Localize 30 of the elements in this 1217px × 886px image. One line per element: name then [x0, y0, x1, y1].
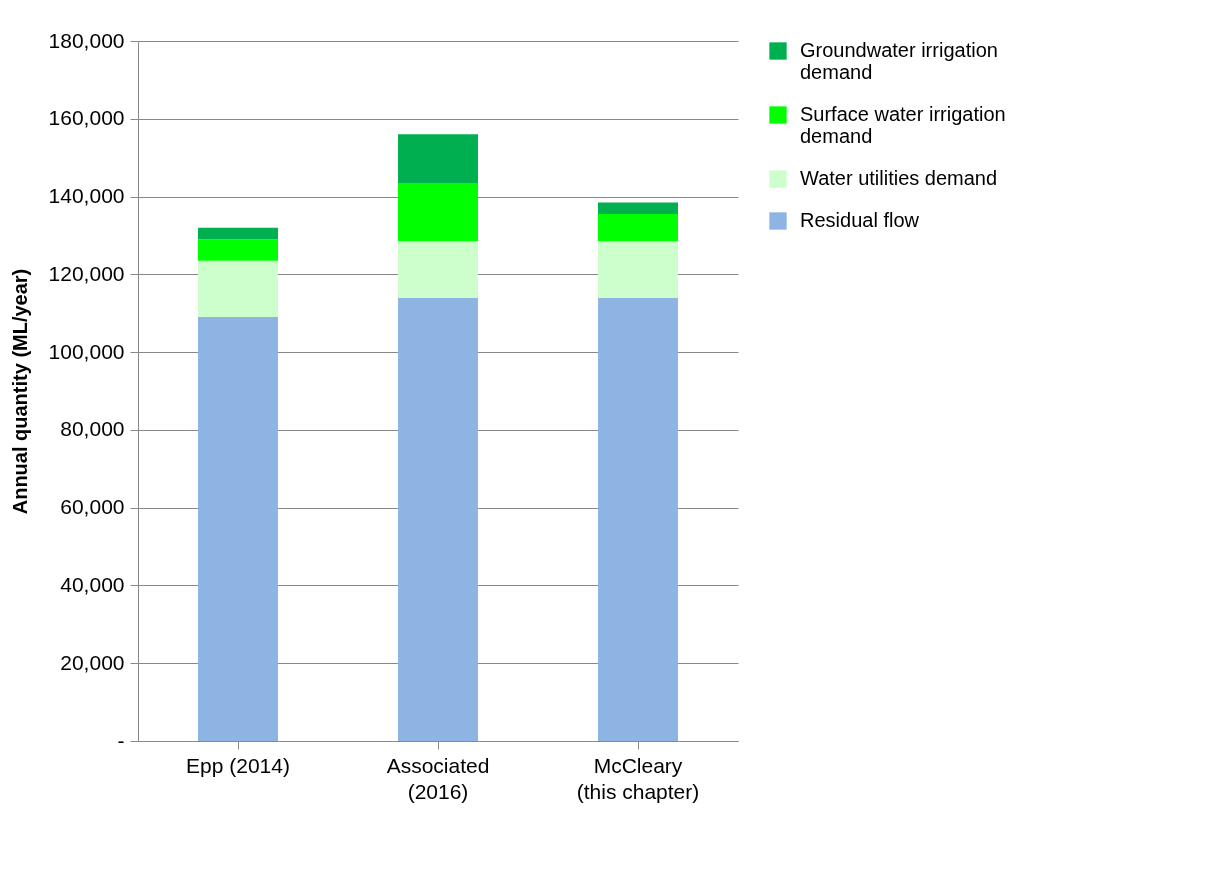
y-tick-label: -: [117, 728, 125, 752]
x-tick-label: Epp (2014): [186, 753, 290, 777]
bar: [398, 134, 478, 183]
x-tick-label: Associated (2016): [386, 753, 490, 803]
bar: [598, 214, 678, 242]
legend-label: Groundwater irrigation demand: [800, 39, 998, 83]
bar: [198, 239, 278, 261]
y-tick-label: 140,000: [48, 184, 125, 208]
y-tick-label: 180,000: [48, 28, 125, 52]
y-tick-label: 40,000: [60, 572, 125, 596]
bar: [198, 227, 278, 240]
bar: [598, 202, 678, 215]
y-tick-label: 160,000: [48, 106, 125, 130]
y-tick-label: 20,000: [60, 650, 125, 674]
bar: [598, 297, 678, 741]
bar: [398, 241, 478, 298]
y-tick-label: 100,000: [48, 339, 125, 363]
y-tick-label: 60,000: [60, 495, 125, 519]
bar: [398, 182, 478, 242]
legend-label: Residual flow: [800, 209, 920, 231]
bar: [598, 241, 678, 298]
bar: [198, 260, 278, 318]
legend-label: Water utilities demand: [800, 167, 998, 189]
y-tick-label: 120,000: [48, 261, 125, 285]
legend-label: Surface water irrigation demand: [800, 103, 1006, 147]
x-tick-label: McCleary (this chapter): [576, 753, 700, 803]
bar: [398, 297, 478, 741]
bar: [198, 317, 278, 741]
y-axis-title: Annual quantity (ML/year): [8, 268, 31, 515]
y-tick-label: 80,000: [60, 417, 125, 441]
